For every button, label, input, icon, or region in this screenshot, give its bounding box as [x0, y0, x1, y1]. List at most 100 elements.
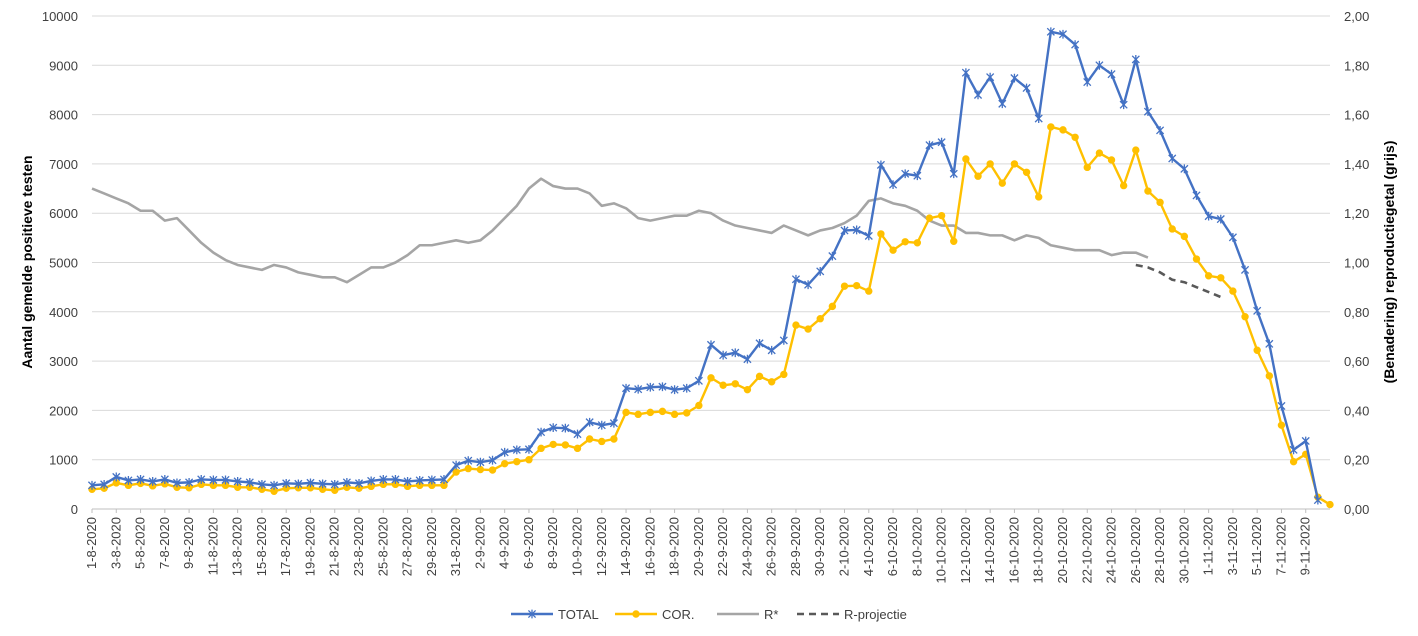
- data-point: [100, 479, 109, 489]
- data-point: [876, 160, 885, 170]
- x-tick-label: 2-10-2020: [837, 517, 852, 576]
- data-point: [791, 274, 801, 284]
- data-point: [840, 226, 849, 235]
- series-line: [1135, 263, 1222, 299]
- x-tick-label: 11-8-2020: [205, 517, 220, 575]
- data-point: [780, 370, 788, 379]
- data-point: [1253, 306, 1262, 316]
- y-axis-left-title: Aantal gemelde positieve testen: [19, 155, 35, 368]
- data-point: [1204, 211, 1213, 221]
- data-point: [1131, 54, 1140, 64]
- x-tick-label: 20-9-2020: [691, 517, 706, 576]
- data-point: [707, 374, 715, 382]
- data-point: [452, 460, 461, 470]
- data-point: [1035, 193, 1043, 201]
- legend-item: R-projectie: [797, 607, 907, 622]
- x-tick-label: 24-9-2020: [739, 517, 754, 576]
- left-y-axis: 0 1000 2000 3000 4000 5000 6000 7000 8000 9000 100…: [42, 9, 78, 517]
- data-point: [524, 444, 534, 454]
- data-point: [209, 475, 218, 485]
- data-point: [124, 476, 133, 485]
- x-tick-label: 10-9-2020: [569, 517, 584, 576]
- x-tick-label: 30-10-2020: [1176, 517, 1191, 584]
- series-line: [91, 125, 1331, 506]
- data-point: [1301, 436, 1310, 446]
- x-tick-label: 23-8-2020: [351, 517, 366, 576]
- data-point: [950, 237, 958, 246]
- data-point: [695, 401, 703, 410]
- data-point: [1168, 225, 1176, 233]
- data-point: [1058, 29, 1068, 39]
- data-point: [561, 423, 570, 433]
- x-tick-label: 7-11-2020: [1273, 517, 1288, 575]
- y-tick-label-left: 4000: [49, 305, 78, 320]
- x-tick-label: 26-10-2020: [1128, 517, 1143, 584]
- data-point: [706, 340, 716, 350]
- data-point: [1132, 146, 1140, 154]
- data-point: [1022, 83, 1031, 93]
- x-tick-label: 16-9-2020: [642, 517, 657, 576]
- data-point: [913, 239, 922, 247]
- data-point: [294, 479, 303, 489]
- data-point: [755, 372, 764, 381]
- data-point: [767, 345, 776, 355]
- data-point: [1265, 339, 1274, 349]
- y-tick-label-right: 0,00: [1344, 502, 1369, 517]
- data-point: [1180, 164, 1189, 174]
- x-tick-label: 31-8-2020: [448, 517, 463, 576]
- data-point: [937, 211, 946, 220]
- data-point: [865, 287, 873, 295]
- x-tick-label: 28-10-2020: [1152, 517, 1167, 584]
- data-point: [1010, 160, 1019, 168]
- x-tick-label: 8-10-2020: [909, 517, 924, 576]
- data-point: [937, 137, 946, 147]
- y-tick-label-right: 0,60: [1344, 354, 1369, 369]
- x-tick-label: 8-9-2020: [545, 517, 560, 569]
- x-tick-label: 4-9-2020: [497, 517, 512, 569]
- y-tick-label-right: 1,00: [1344, 256, 1369, 271]
- data-point: [852, 225, 861, 235]
- data-point: [245, 477, 254, 487]
- data-point: [257, 479, 266, 489]
- data-point: [488, 455, 497, 465]
- x-tick-label: 6-10-2020: [885, 517, 900, 576]
- data-point: [342, 477, 351, 487]
- data-point: [537, 444, 545, 453]
- data-point: [1034, 114, 1043, 123]
- data-point: [1059, 126, 1067, 134]
- data-point: [354, 478, 364, 488]
- data-point: [670, 385, 679, 395]
- x-tick-label: 28-9-2020: [788, 517, 803, 576]
- x-tick-label: 26-9-2020: [764, 517, 779, 576]
- data-point: [743, 385, 752, 394]
- data-point: [549, 423, 558, 433]
- data-point: [828, 302, 837, 311]
- data-point: [1156, 198, 1164, 207]
- series-r: [91, 177, 1149, 284]
- x-tick-label: 17-8-2020: [278, 517, 293, 576]
- legend-label: R*: [764, 607, 778, 622]
- legend-item: R*: [717, 607, 778, 622]
- legend-label: TOTAL: [558, 607, 599, 622]
- y-axis-right-title: (Benadering) reproductiegetal (grijs): [1381, 141, 1397, 384]
- y-tick-label-right: 0,40: [1344, 403, 1369, 418]
- data-point: [1229, 287, 1237, 295]
- x-tick-label: 14-10-2020: [982, 517, 997, 584]
- data-point: [621, 383, 631, 393]
- data-point: [877, 230, 885, 238]
- x-tick-label: 6-9-2020: [521, 517, 536, 569]
- data-point: [743, 354, 752, 364]
- data-point: [974, 172, 982, 180]
- data-point: [500, 447, 509, 457]
- x-tick-label: 10-10-2020: [934, 517, 949, 584]
- data-point: [925, 214, 934, 222]
- data-point: [646, 408, 655, 417]
- data-point: [1095, 60, 1104, 70]
- data-point: [427, 475, 436, 485]
- data-point: [1326, 500, 1334, 509]
- x-tick-label: 5-8-2020: [133, 517, 148, 569]
- data-point: [573, 429, 582, 439]
- data-point: [527, 609, 537, 619]
